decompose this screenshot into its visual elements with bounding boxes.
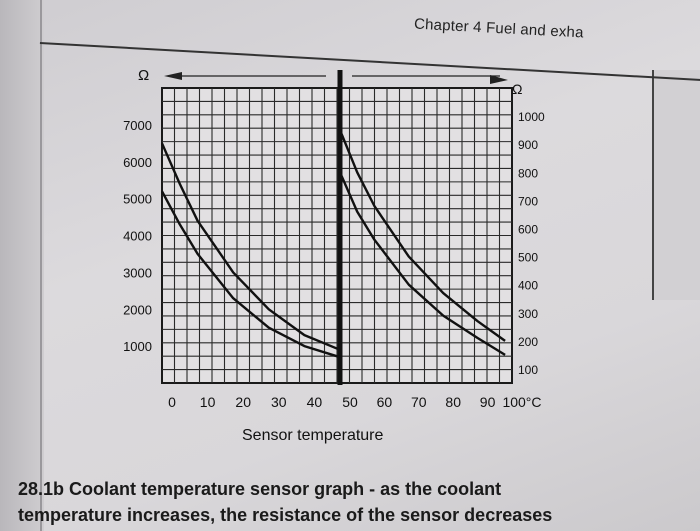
right-y-tick-label: 400: [518, 279, 538, 293]
right-y-tick-label: 500: [518, 251, 538, 265]
x-tick-label: 50: [342, 394, 358, 410]
x-tick-label: 100°C: [502, 394, 541, 410]
right-unit-label: Ω: [512, 81, 522, 97]
graph-axes: [164, 70, 508, 385]
x-axis-title: Sensor temperature: [242, 427, 384, 444]
left-y-tick-label: 2000: [123, 302, 152, 317]
right-y-tick-label: 700: [518, 194, 538, 208]
x-tick-label: 10: [200, 394, 216, 410]
left-y-tick-label: 3000: [123, 265, 152, 280]
right-y-tick-label: 300: [518, 307, 538, 321]
right-y-tick-label: 1000: [518, 110, 545, 124]
right-y-tick-label: 100: [518, 363, 538, 377]
right-y-tick-label: 600: [518, 222, 538, 236]
adjacent-photo-edge: [652, 70, 700, 300]
left-unit-label: Ω: [138, 67, 149, 84]
left-curve-2: [160, 190, 341, 359]
left-curve-1: [160, 142, 341, 351]
right-arrow-head: [490, 75, 508, 84]
right-y-tick-label: 900: [518, 138, 538, 152]
x-tick-label: 20: [235, 394, 251, 410]
x-tick-label: 80: [445, 394, 461, 410]
x-tick-label: 30: [271, 394, 287, 410]
x-tick-label: 40: [307, 394, 323, 410]
left-y-tick-label: 5000: [123, 192, 152, 207]
left-y-tick-label: 6000: [123, 155, 152, 170]
caption-line-2: temperature increases, the resistance of…: [18, 505, 553, 525]
left-y-tick-label: 4000: [123, 229, 152, 244]
book-spine: [0, 0, 44, 531]
left-arrow-head: [164, 72, 182, 80]
right-y-tick-label: 200: [518, 335, 538, 349]
x-tick-label: 70: [411, 394, 427, 410]
right-curve-2: [338, 171, 506, 356]
caption-line-1: 28.1b Coolant temperature sensor graph -…: [18, 479, 502, 499]
x-tick-label: 90: [480, 394, 496, 410]
graph-series: [160, 129, 506, 359]
right-curve-1: [338, 129, 506, 342]
spine-edge: [40, 0, 42, 531]
figure-caption: 28.1b Coolant temperature sensor graph -…: [18, 476, 698, 528]
x-tick-label: 60: [377, 394, 393, 410]
left-y-tick-label: 1000: [123, 339, 152, 354]
left-y-tick-label: 7000: [123, 118, 152, 133]
graph-tick-labels: ΩΩ10002000300040005000600070001002003004…: [123, 67, 545, 410]
x-tick-label: 0: [168, 394, 176, 410]
right-y-tick-label: 800: [518, 166, 538, 180]
graph-grid: [161, 87, 513, 384]
